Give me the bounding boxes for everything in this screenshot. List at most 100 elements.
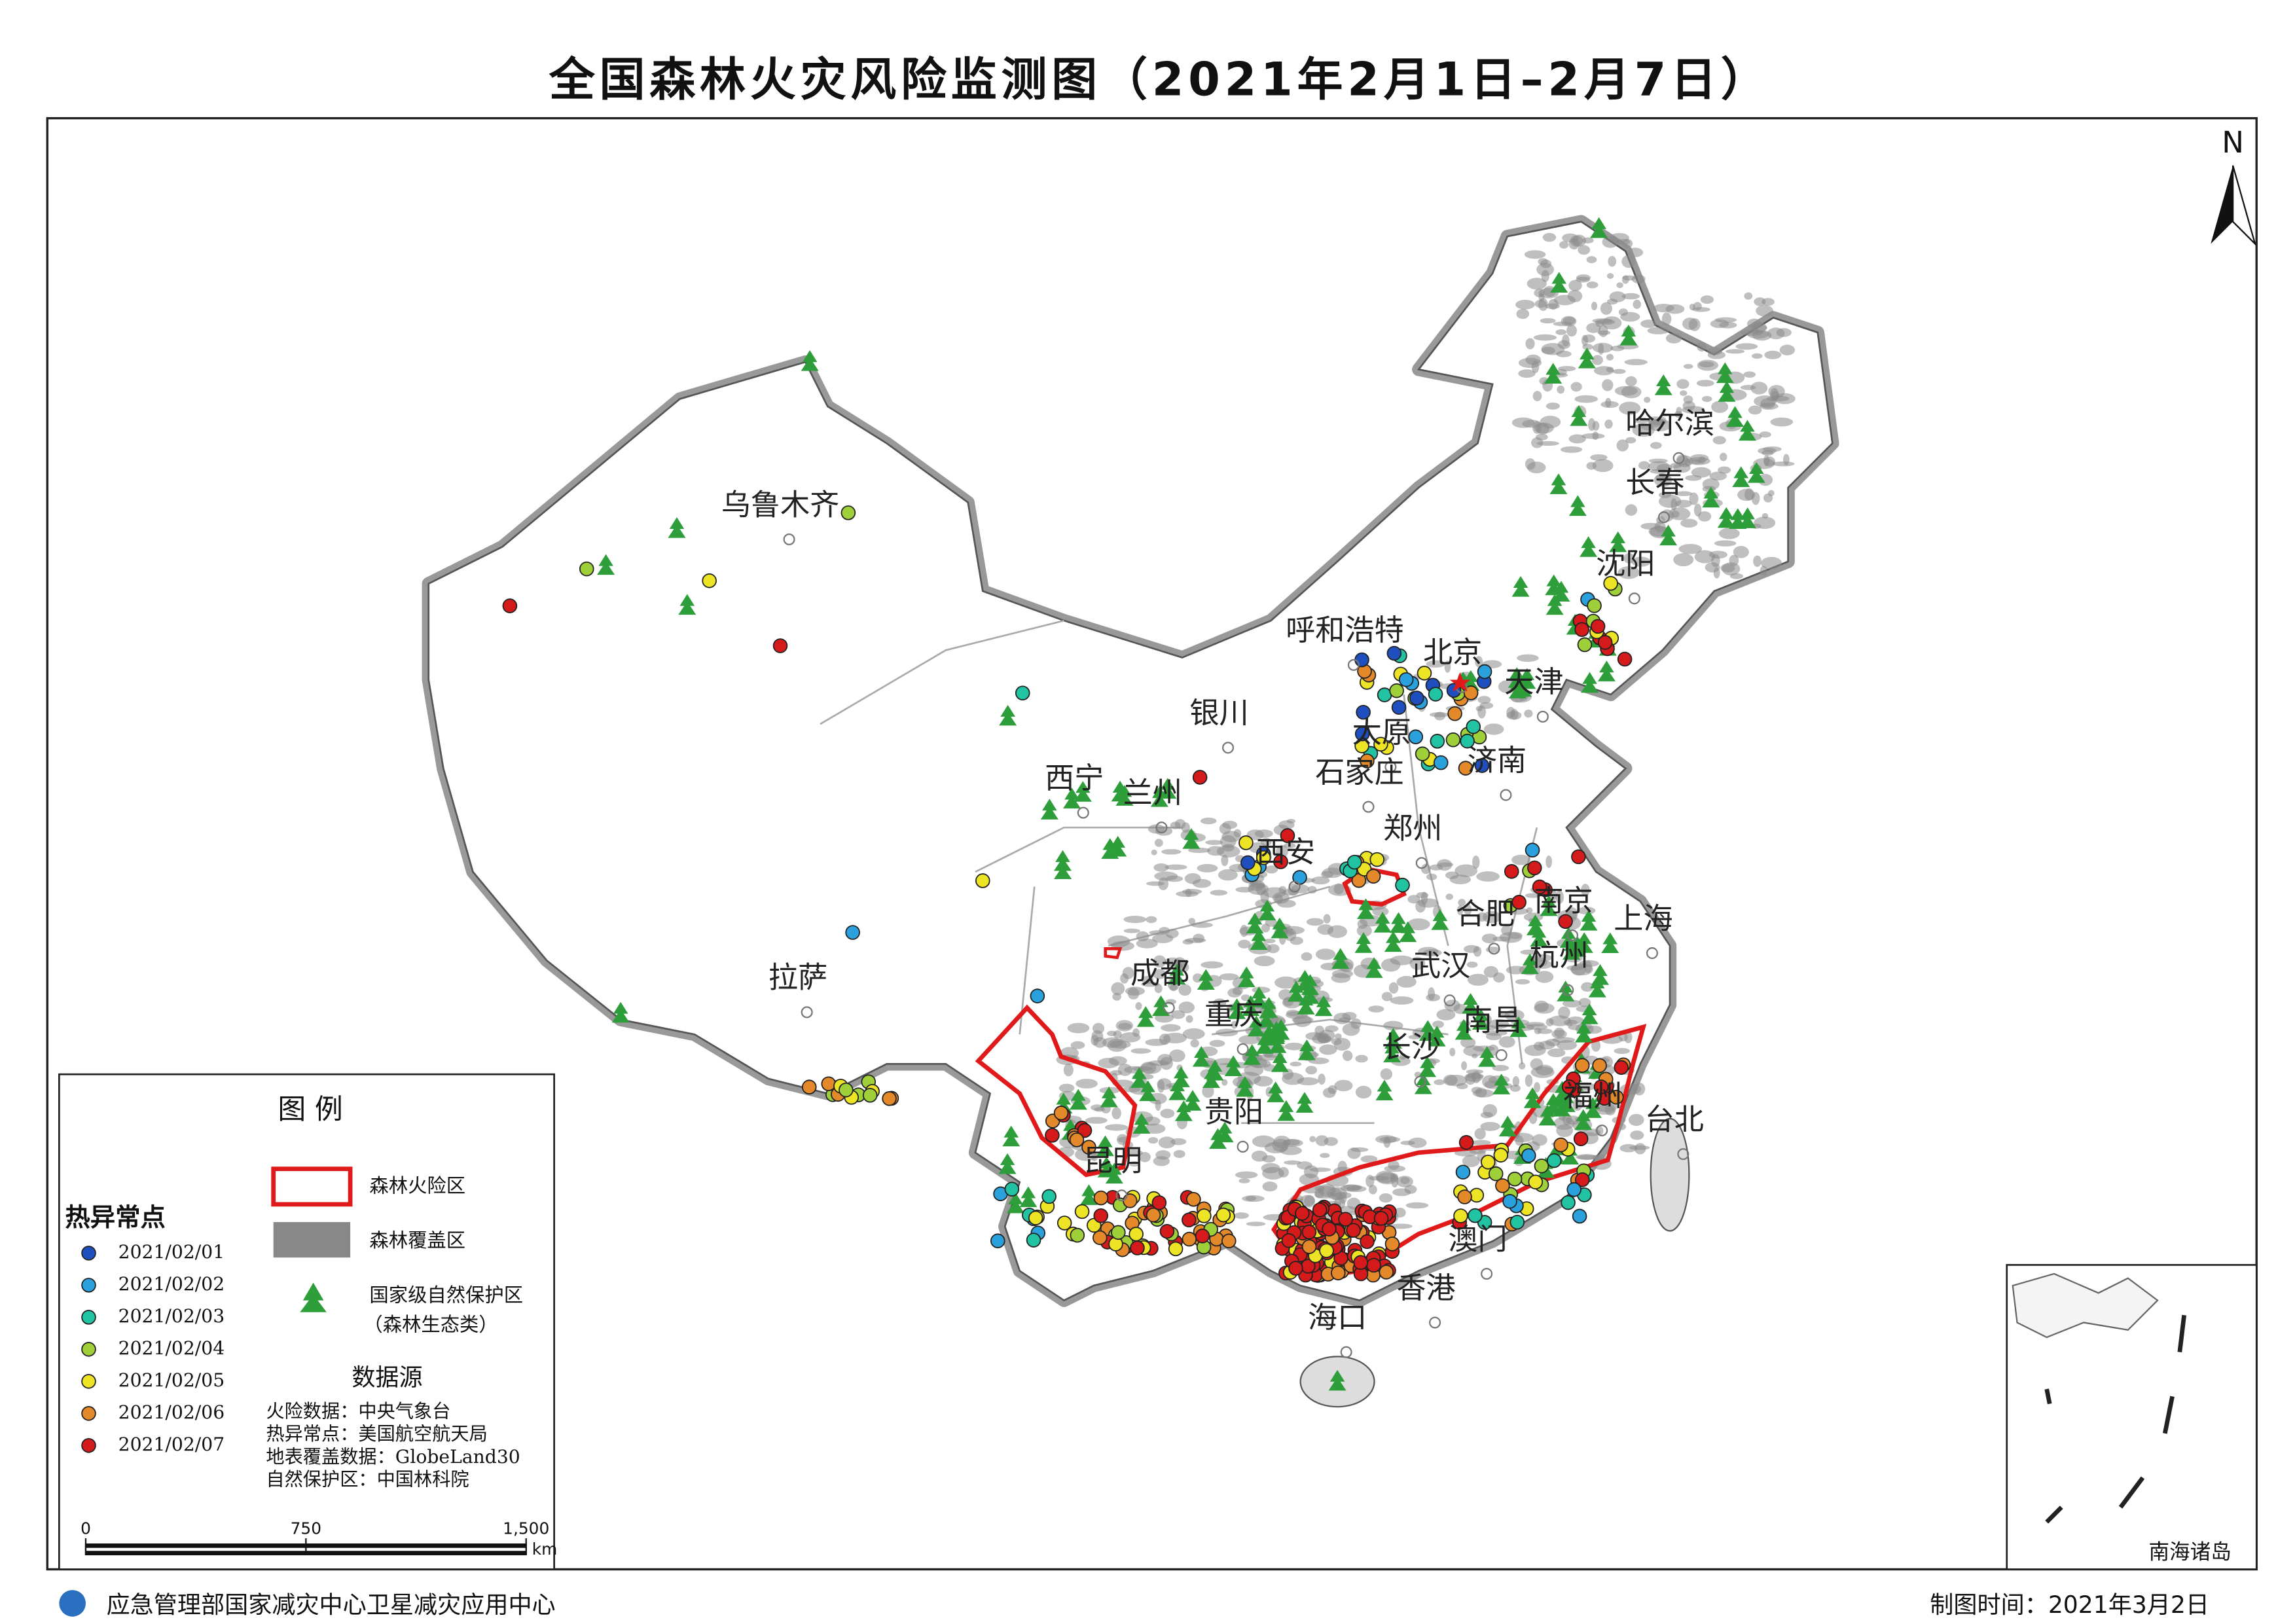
forest-patch bbox=[1067, 1022, 1090, 1034]
hotspot bbox=[1111, 1225, 1126, 1240]
forest-patch bbox=[1434, 712, 1446, 721]
forest-patch bbox=[1290, 936, 1303, 945]
legend-box bbox=[58, 1073, 555, 1570]
hotspot bbox=[1493, 1147, 1509, 1163]
hotspots bbox=[502, 505, 1633, 1283]
reserve-tree bbox=[1365, 957, 1383, 978]
reserve-tree bbox=[1105, 1163, 1123, 1184]
forest-patch bbox=[1475, 656, 1483, 668]
forest-patch bbox=[1653, 473, 1672, 487]
forest-patch bbox=[1290, 1061, 1302, 1067]
city-marker bbox=[1443, 994, 1456, 1007]
reserve-tree bbox=[1455, 1019, 1473, 1040]
hotspot bbox=[1561, 1195, 1576, 1210]
forest-patch bbox=[1563, 316, 1576, 325]
reserve-tree bbox=[1250, 929, 1268, 950]
reserve-tree bbox=[1609, 531, 1627, 552]
forest-patch bbox=[1592, 318, 1613, 324]
legend-risk-swatch bbox=[271, 1166, 353, 1207]
forest-patch bbox=[1559, 241, 1569, 249]
forest-patch bbox=[1648, 418, 1671, 432]
forest-patch bbox=[1153, 863, 1169, 872]
hotspot bbox=[1356, 704, 1371, 720]
hotspot bbox=[1469, 1187, 1485, 1203]
forest-patch bbox=[1566, 325, 1577, 337]
reserve-tree bbox=[1287, 981, 1305, 1002]
forest-patch bbox=[1155, 1099, 1161, 1111]
forest-patch bbox=[1383, 1136, 1391, 1148]
city-label: 银川 bbox=[1189, 696, 1248, 731]
forest-patch bbox=[1483, 911, 1501, 924]
forest-patch bbox=[1221, 1079, 1228, 1086]
reserve-tree bbox=[1132, 1113, 1151, 1134]
forest-patch bbox=[1602, 379, 1614, 391]
hotspot bbox=[1030, 988, 1045, 1003]
forest-patch bbox=[1154, 839, 1163, 847]
forest-patch bbox=[1700, 295, 1714, 304]
hotspot bbox=[1395, 877, 1410, 893]
forest-patch bbox=[1388, 1160, 1400, 1170]
forest-patch bbox=[1235, 1171, 1258, 1179]
forest-patch bbox=[1477, 705, 1486, 719]
hotspot bbox=[1495, 1178, 1510, 1193]
reserve-tree bbox=[1356, 898, 1375, 920]
city-marker bbox=[1562, 984, 1574, 996]
hotspot bbox=[882, 1091, 897, 1106]
reserve-tree bbox=[1354, 932, 1373, 953]
reserve-tree bbox=[1295, 969, 1314, 991]
reserve-tree bbox=[1428, 1026, 1446, 1047]
forest-patch bbox=[1511, 854, 1531, 865]
city-marker bbox=[1657, 511, 1671, 524]
forest-patch bbox=[1578, 998, 1591, 1007]
forest-patch bbox=[1471, 1140, 1491, 1146]
forest-patch bbox=[1140, 1062, 1157, 1074]
forest-patch bbox=[1091, 1034, 1099, 1046]
reserve-tree bbox=[1006, 1192, 1024, 1214]
forest-patch bbox=[1455, 864, 1478, 878]
forest-patch bbox=[1405, 1202, 1429, 1209]
forest-patch bbox=[1600, 401, 1619, 408]
city-marker bbox=[1347, 659, 1360, 671]
forest-patch bbox=[1278, 1166, 1289, 1178]
reserve-tree bbox=[597, 554, 615, 575]
city-label: 兰州 bbox=[1123, 776, 1182, 810]
forest-patch bbox=[1475, 1087, 1487, 1098]
capital-star bbox=[1449, 672, 1471, 692]
hotspot bbox=[1053, 1106, 1069, 1121]
forest-patch bbox=[1483, 1104, 1498, 1117]
reserve-tree bbox=[1096, 1135, 1114, 1157]
reserve-tree bbox=[1557, 1091, 1576, 1112]
forest-patch bbox=[1320, 1153, 1330, 1159]
city-label: 贵阳 bbox=[1204, 1094, 1263, 1129]
forest-patch bbox=[1540, 317, 1556, 324]
hotspot bbox=[1070, 1227, 1085, 1243]
forest-patch bbox=[1532, 421, 1542, 434]
reserve-tree bbox=[1246, 912, 1264, 933]
forest-patch bbox=[1174, 819, 1186, 829]
forest-patch bbox=[1776, 328, 1792, 337]
reserves bbox=[597, 217, 1765, 1391]
forest-patch bbox=[1193, 933, 1205, 943]
reserve-tree bbox=[1111, 780, 1129, 802]
forest-patch bbox=[1063, 1063, 1074, 1077]
forest-patch bbox=[1691, 467, 1711, 478]
hotspot bbox=[1028, 1210, 1043, 1225]
forest-patch bbox=[1231, 1020, 1238, 1029]
hotspot bbox=[1447, 706, 1462, 721]
reserve-tree bbox=[1717, 507, 1735, 528]
city-label: 哈尔滨 bbox=[1625, 406, 1714, 441]
forest-patch bbox=[1124, 1149, 1143, 1157]
forest-patch bbox=[1368, 1185, 1377, 1195]
hotspot bbox=[1004, 1182, 1020, 1197]
reserve-tree bbox=[1247, 1015, 1265, 1037]
forest-patch bbox=[1426, 873, 1437, 880]
legend-cover-label: 森林覆盖区 bbox=[369, 1229, 465, 1252]
forest-patch bbox=[1525, 338, 1535, 350]
forest-patch bbox=[1753, 555, 1762, 568]
reserve-tree bbox=[1568, 495, 1587, 516]
forest-patch bbox=[1693, 302, 1702, 311]
legend-hotspot-swatch bbox=[81, 1406, 96, 1421]
forest-patch bbox=[1218, 869, 1238, 881]
hotspot bbox=[1528, 1174, 1544, 1190]
